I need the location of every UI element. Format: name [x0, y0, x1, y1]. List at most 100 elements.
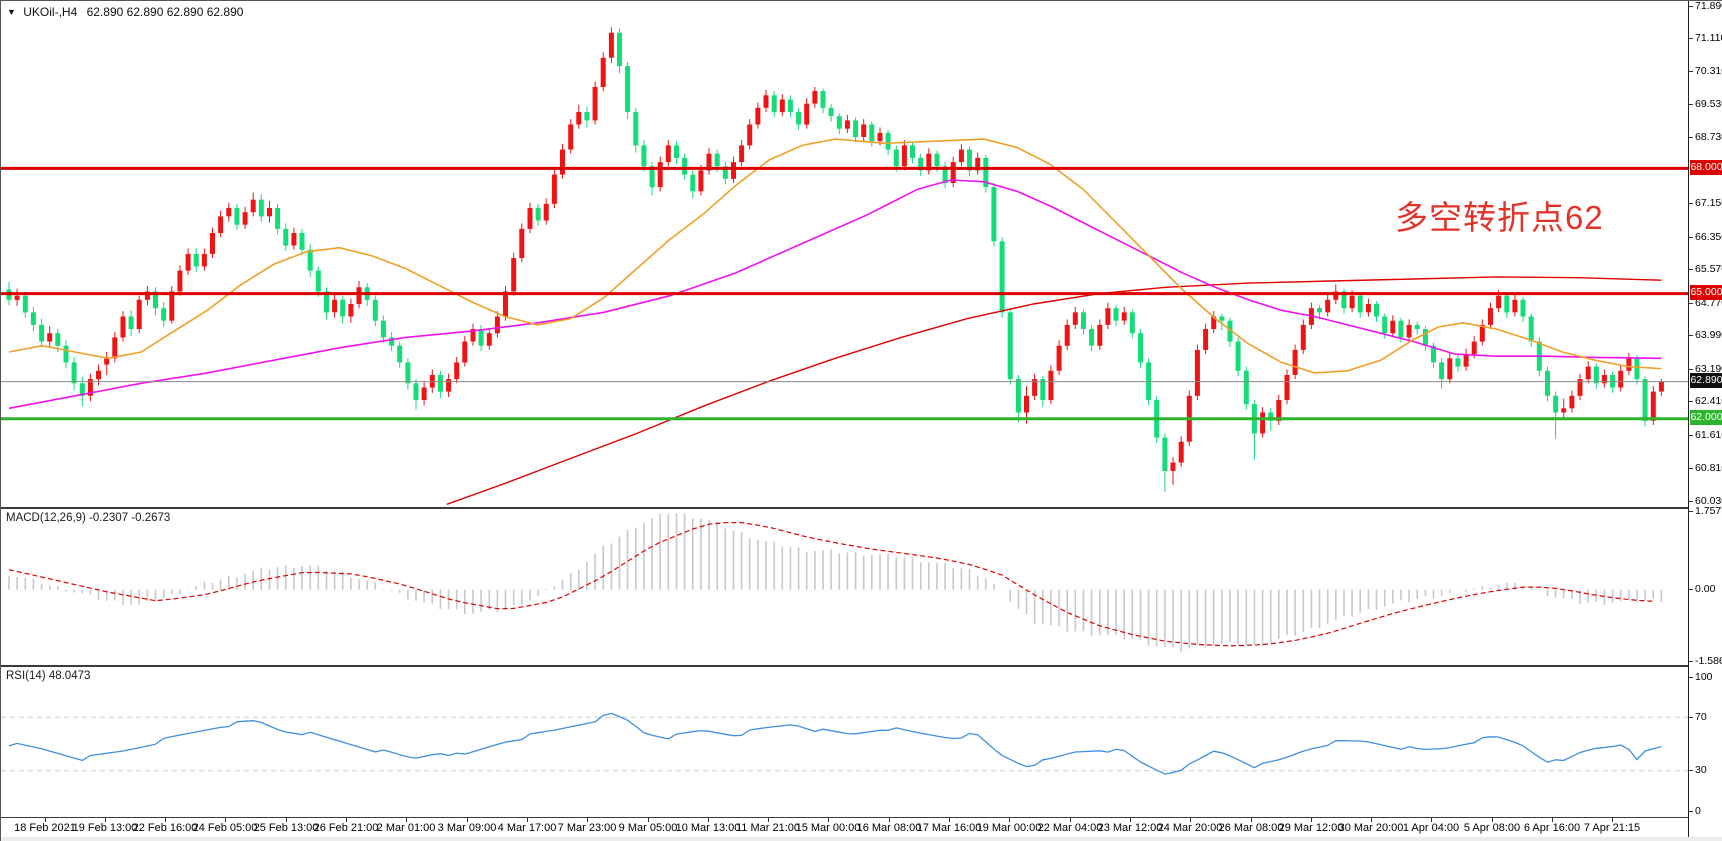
price-tick-label: 64.770	[1695, 297, 1722, 309]
date-tick-label: 22 Feb 16:00	[132, 822, 198, 834]
price-tick-label: 68.730	[1695, 131, 1722, 143]
macd-tick-label: -1.5867	[1695, 655, 1722, 667]
symbol-dropdown-icon[interactable]: ▼	[7, 7, 16, 17]
date-tick-label: 5 Apr 08:00	[1463, 822, 1521, 834]
price-tick-tick	[1689, 6, 1693, 7]
date-tick	[406, 818, 407, 822]
date-tick-label: 4 Mar 17:00	[497, 822, 557, 834]
date-tick-label: 30 Mar 20:00	[1338, 822, 1404, 834]
price-tick-tick	[1689, 468, 1693, 469]
price-tick-label: 70.310	[1695, 65, 1722, 77]
price-tick-label: 60.030	[1695, 495, 1722, 507]
rsi-panel[interactable]: RSI(14) 48.0473	[1, 667, 1688, 818]
price-chart-panel[interactable]: ▼ UKOil-,H4 62.890 62.890 62.890 62.890 …	[1, 1, 1688, 509]
price-tick-tick	[1689, 435, 1693, 436]
price-tick-tick	[1689, 401, 1693, 402]
date-tick-label: 6 Apr 16:00	[1523, 822, 1581, 834]
date-tick	[949, 818, 950, 822]
price-tick-tick	[1689, 104, 1693, 105]
date-tick-label: 1 Apr 04:00	[1402, 822, 1460, 834]
date-tick	[1371, 818, 1372, 822]
date-tick-label: 11 Mar 21:00	[735, 822, 801, 834]
date-tick	[1009, 818, 1010, 822]
date-tick	[828, 818, 829, 822]
price-tick-label: 65.570	[1695, 263, 1722, 275]
date-tick	[1552, 818, 1553, 822]
price-tick-tick	[1689, 303, 1693, 304]
rsi-indicator-label: RSI(14) 48.0473	[6, 670, 91, 682]
date-tick	[1130, 818, 1131, 822]
window-bottom-strip	[1, 837, 1722, 841]
price-level-badge-62.000: 62.000	[1690, 410, 1722, 425]
annotation-text[interactable]: 多空转折点62	[1395, 199, 1604, 236]
rsi-tick-label: 100	[1695, 671, 1713, 683]
macd-layer	[8, 513, 1663, 652]
price-tick-tick	[1689, 137, 1693, 138]
price-tick-tick	[1689, 203, 1693, 204]
date-tick-label: 7 Mar 23:00	[557, 822, 617, 834]
date-tick	[1431, 818, 1432, 822]
rsi-tick-tick	[1689, 677, 1693, 678]
chart-ohlc-values: 62.890 62.890 62.890 62.890	[86, 5, 244, 19]
date-tick	[708, 818, 709, 822]
date-tick	[648, 818, 649, 822]
macd-tick-tick	[1689, 661, 1693, 662]
date-tick	[1492, 818, 1493, 822]
date-tick-label: 26 Feb 21:00	[313, 822, 379, 834]
price-tick-tick	[1689, 237, 1693, 238]
price-tick-label: 71.110	[1695, 32, 1722, 44]
rsi-tick-label: 0	[1695, 805, 1701, 817]
date-tick	[768, 818, 769, 822]
rsi-tick-tick	[1689, 770, 1693, 771]
date-tick	[889, 818, 890, 822]
candlestick-layer	[1, 27, 1688, 505]
date-tick-label: 17 Mar 16:00	[916, 822, 982, 834]
price-tick-label: 66.350	[1695, 231, 1722, 243]
price-tick-label: 60.810	[1695, 462, 1722, 474]
date-tick	[225, 818, 226, 822]
price-tick-tick	[1689, 71, 1693, 72]
date-tick	[1070, 818, 1071, 822]
date-tick-label: 16 Mar 08:00	[856, 822, 922, 834]
date-tick	[286, 818, 287, 822]
current-price-badge: 62.890	[1690, 373, 1722, 388]
macd-tick-label: 1.7579	[1695, 505, 1722, 517]
price-tick-tick	[1689, 38, 1693, 39]
date-tick	[105, 818, 106, 822]
rsi-layer	[1, 712, 1688, 775]
rsi-tick-tick	[1689, 811, 1693, 812]
date-tick-label: 26 Mar 08:00	[1218, 822, 1284, 834]
date-tick-label: 29 Mar 12:00	[1278, 822, 1344, 834]
date-tick-label: 23 Mar 12:00	[1097, 822, 1163, 834]
price-tick-label: 63.990	[1695, 329, 1722, 341]
date-axis[interactable]: 18 Feb 2021 19 Feb 13:00 22 Feb 16:00 24 Fe…	[1, 818, 1688, 837]
date-tick	[1251, 818, 1252, 822]
date-tick	[587, 818, 588, 822]
date-tick	[346, 818, 347, 822]
date-tick-label: 10 Mar 13:00	[675, 822, 741, 834]
date-tick-label: 24 Mar 20:00	[1157, 822, 1223, 834]
date-tick	[1612, 818, 1613, 822]
date-tick	[467, 818, 468, 822]
price-tick-label: 71.890	[1695, 0, 1722, 12]
price-tick-label: 67.150	[1695, 197, 1722, 209]
date-tick-label: 9 Mar 05:00	[618, 822, 678, 834]
date-tick-label: 2 Mar 01:00	[376, 822, 436, 834]
macd-panel[interactable]: MACD(12,26,9) -0.2307 -0.2673	[1, 509, 1688, 667]
rsi-tick-label: 30	[1695, 764, 1707, 776]
macd-indicator-label: MACD(12,26,9) -0.2307 -0.2673	[6, 512, 171, 524]
date-tick-label: 7 Apr 21:15	[1583, 822, 1641, 834]
date-tick-label: 18 Feb 2021	[14, 822, 76, 834]
price-tick-label: 63.190	[1695, 363, 1722, 375]
rsi-tick-tick	[1689, 717, 1693, 718]
date-tick-label: 25 Feb 13:00	[253, 822, 319, 834]
date-tick-label: 24 Feb 05:00	[192, 822, 258, 834]
price-tick-tick	[1689, 369, 1693, 370]
date-tick	[527, 818, 528, 822]
date-tick-label: 3 Mar 09:00	[437, 822, 497, 834]
price-axis[interactable]: 71.890 71.110 70.310 69.530 68.730 67.150 66.3…	[1688, 1, 1722, 837]
date-tick-label: 19 Feb 13:00	[72, 822, 138, 834]
macd-tick-label: 0.00	[1695, 583, 1716, 595]
date-tick	[1311, 818, 1312, 822]
